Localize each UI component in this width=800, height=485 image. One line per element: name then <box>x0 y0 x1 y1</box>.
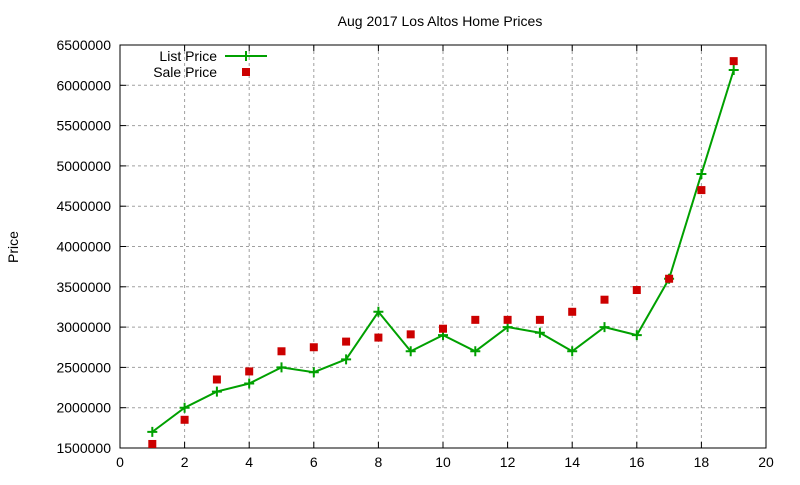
list-price-point <box>470 346 481 357</box>
x-tick-label: 16 <box>629 454 645 470</box>
list-price-point <box>179 402 190 413</box>
sale-price-point <box>568 307 577 316</box>
y-tick-label: 6500000 <box>56 37 111 53</box>
sale-price-point <box>535 315 544 324</box>
sale-price-point <box>503 315 512 324</box>
y-tick-label: 1500000 <box>56 440 111 456</box>
list-price-point <box>147 426 158 437</box>
x-tick-label: 2 <box>181 454 189 470</box>
sale-price-point <box>374 333 383 342</box>
y-tick-label: 3000000 <box>56 319 111 335</box>
legend-marker-list-price <box>241 51 251 61</box>
grid <box>120 45 766 448</box>
x-tick-label: 8 <box>375 454 383 470</box>
list-price-point <box>599 322 610 333</box>
x-tick-label: 18 <box>694 454 710 470</box>
y-tick-label: 2500000 <box>56 359 111 375</box>
x-tick-label: 20 <box>758 454 774 470</box>
list-price-point <box>211 386 222 397</box>
sale-price-point <box>697 186 706 195</box>
x-tick-label: 10 <box>435 454 451 470</box>
list-price-point <box>728 64 739 75</box>
sale-price-point <box>471 315 480 324</box>
y-tick-label: 5500000 <box>56 118 111 134</box>
sale-price-point <box>342 337 351 346</box>
legend-label-list-price: List Price <box>159 48 217 64</box>
list-price-point <box>405 346 416 357</box>
sale-price-point <box>148 439 157 448</box>
chart-title: Aug 2017 Los Altos Home Prices <box>338 13 543 29</box>
list-price-point <box>244 378 255 389</box>
sale-price-point <box>600 295 609 304</box>
y-axis-label: Price <box>5 231 21 263</box>
sale-price-point <box>406 330 415 339</box>
y-tick-label: 6000000 <box>56 77 111 93</box>
sale-price-point <box>212 375 221 384</box>
ticks: 0 2 4 6 8 10 12 14 16 18 20 1500000 2000000 2500000 30… <box>56 37 774 470</box>
list-price-point <box>276 362 287 373</box>
list-price-point <box>696 168 707 179</box>
list-price-point <box>567 346 578 357</box>
legend-label-sale-price: Sale Price <box>153 64 217 80</box>
sale-price-point <box>439 324 447 333</box>
sale-price-point <box>180 415 189 424</box>
y-tick-label: 3500000 <box>56 279 111 295</box>
x-tick-label: 6 <box>310 454 318 470</box>
legend: List Price Sale Price <box>153 48 267 80</box>
list-price-point <box>631 330 642 341</box>
series <box>147 57 739 448</box>
x-tick-label: 4 <box>245 454 253 470</box>
y-tick-label: 2000000 <box>56 400 111 416</box>
sale-price-point <box>309 343 318 352</box>
x-tick-label: 12 <box>500 454 516 470</box>
list-price-point <box>373 306 384 317</box>
x-tick-label: 0 <box>116 454 124 470</box>
list-price-point <box>308 367 319 378</box>
y-tick-label: 4500000 <box>56 198 111 214</box>
sale-price-point <box>665 274 674 283</box>
legend-marker-sale-price <box>242 68 250 76</box>
x-tick-label: 14 <box>564 454 580 470</box>
list-price-point <box>341 354 352 365</box>
sale-price-point <box>729 57 738 66</box>
plot-frame <box>119 44 767 449</box>
sale-price-point <box>245 367 254 376</box>
list-price-point <box>534 327 545 338</box>
y-tick-label: 4000000 <box>56 239 111 255</box>
y-tick-label: 5000000 <box>56 158 111 174</box>
sale-price-point <box>277 347 286 356</box>
sale-price-point <box>632 286 641 295</box>
